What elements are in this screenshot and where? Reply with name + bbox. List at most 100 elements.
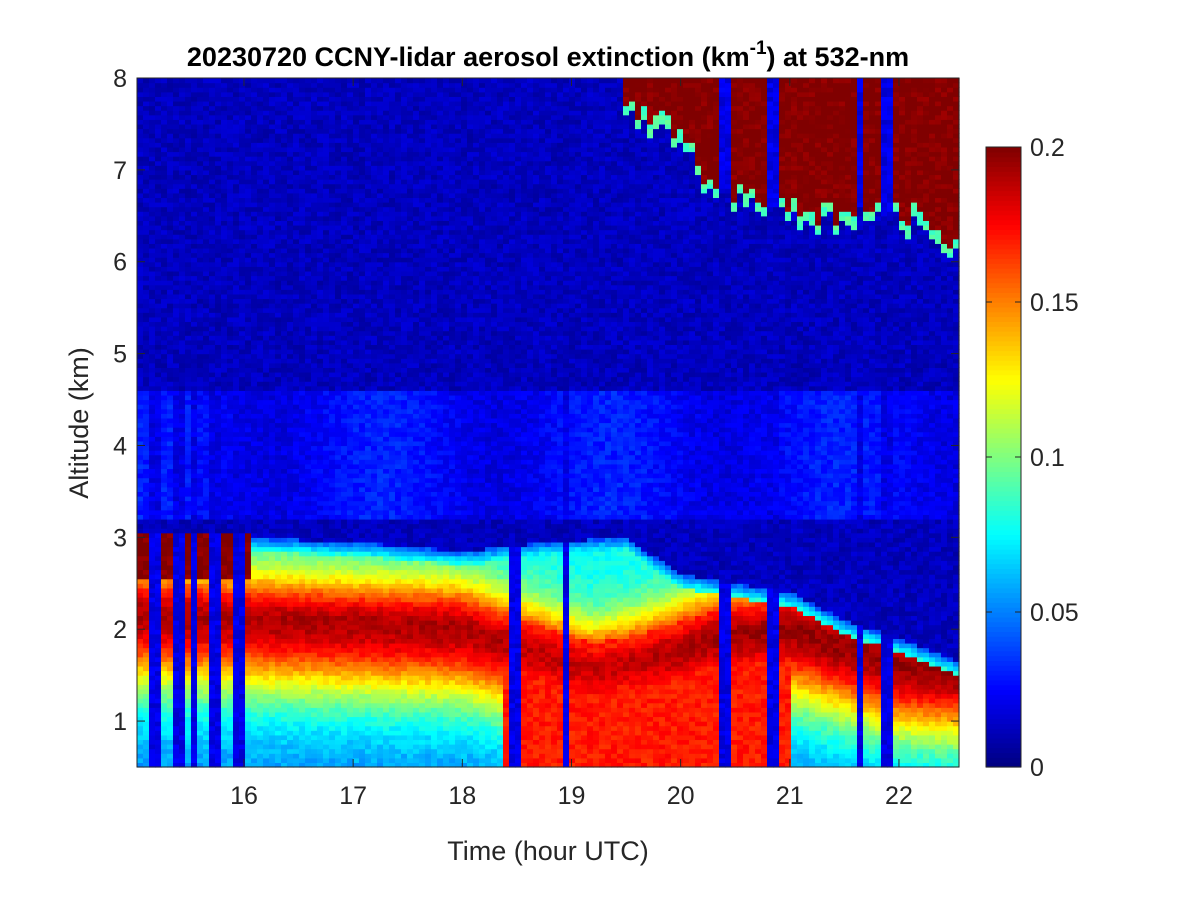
heatmap-cell: [329, 505, 336, 511]
heatmap-cell: [329, 555, 336, 561]
heatmap-cell: [161, 454, 168, 460]
heatmap-cell: [197, 620, 204, 626]
heatmap-cell: [245, 128, 252, 134]
heatmap-cell: [299, 367, 306, 373]
heatmap-cell: [323, 601, 330, 607]
heatmap-cell: [287, 188, 294, 194]
heatmap-cell: [317, 734, 324, 741]
heatmap-cell: [203, 376, 210, 382]
heatmap-cell: [281, 280, 288, 286]
heatmap-cell: [179, 257, 186, 263]
heatmap-cell: [203, 707, 210, 713]
heatmap-cell: [221, 394, 228, 401]
heatmap-cell: [203, 408, 210, 414]
heatmap-cell: [161, 160, 168, 166]
heatmap-cell: [329, 716, 336, 722]
heatmap-cell: [167, 275, 174, 281]
heatmap-cell: [161, 156, 168, 162]
heatmap-cell: [251, 606, 258, 612]
heatmap-cell: [179, 289, 186, 295]
heatmap-cell: [281, 624, 288, 630]
heatmap-cell: [191, 564, 198, 571]
heatmap-cell: [191, 362, 198, 368]
heatmap-cell: [239, 661, 246, 667]
heatmap-cell: [257, 505, 264, 511]
heatmap-cell: [149, 422, 156, 428]
heatmap-cell: [233, 78, 240, 84]
heatmap-cell: [149, 224, 156, 231]
heatmap-cell: [161, 78, 168, 84]
heatmap-cell: [215, 385, 222, 391]
heatmap-cell: [227, 234, 234, 240]
heatmap-cell: [209, 578, 216, 584]
heatmap-cell: [197, 597, 204, 603]
heatmap-cell: [203, 463, 210, 470]
heatmap-cell: [149, 532, 156, 538]
heatmap-cell: [191, 509, 198, 515]
heatmap-cell: [317, 620, 324, 626]
heatmap-cell: [317, 436, 324, 442]
heatmap-cell: [239, 289, 246, 295]
heatmap-cell: [335, 606, 342, 612]
heatmap-cell: [317, 215, 324, 221]
heatmap-cell: [329, 537, 336, 543]
heatmap-cell: [185, 615, 192, 621]
heatmap-cell: [275, 707, 282, 713]
heatmap-cell: [215, 753, 222, 759]
heatmap-cell: [275, 670, 282, 676]
heatmap-cell: [251, 220, 258, 226]
heatmap-cell: [293, 564, 300, 571]
heatmap-cell: [149, 270, 156, 277]
heatmap-cell: [143, 105, 150, 111]
heatmap-cell: [161, 473, 168, 479]
heatmap-cell: [221, 744, 228, 750]
heatmap-cell: [239, 537, 246, 543]
heatmap-cell: [305, 353, 312, 359]
heatmap-cell: [287, 376, 294, 382]
heatmap-cell: [299, 349, 306, 355]
heatmap-cell: [203, 555, 210, 561]
heatmap-cell: [311, 82, 318, 88]
heatmap-cell: [251, 394, 258, 401]
heatmap-cell: [155, 569, 162, 575]
heatmap-cell: [287, 431, 294, 437]
heatmap-cell: [251, 739, 258, 745]
heatmap-cell: [167, 371, 174, 378]
heatmap-cell: [149, 202, 156, 208]
heatmap-cell: [239, 247, 246, 254]
heatmap-cell: [203, 252, 210, 258]
heatmap-cell: [155, 87, 162, 93]
heatmap-cell: [179, 436, 186, 442]
heatmap-cell: [173, 192, 180, 199]
heatmap-cell: [197, 87, 204, 93]
heatmap-cell: [299, 408, 306, 414]
heatmap-cell: [167, 128, 174, 134]
heatmap-cell: [155, 495, 162, 502]
heatmap-cell: [203, 445, 210, 451]
heatmap-cell: [185, 224, 192, 231]
heatmap-cell: [221, 100, 228, 107]
heatmap-cell: [239, 725, 246, 731]
heatmap-cell: [293, 275, 300, 281]
heatmap-cell: [155, 257, 162, 263]
heatmap-cell: [143, 578, 150, 584]
heatmap-cell: [335, 638, 342, 644]
heatmap-cell: [323, 528, 330, 534]
heatmap-cell: [239, 183, 246, 189]
heatmap-cell: [275, 427, 282, 433]
heatmap-cell: [203, 394, 210, 401]
heatmap-cell: [155, 620, 162, 626]
heatmap-cell: [239, 610, 246, 617]
heatmap-cell: [143, 482, 150, 488]
heatmap-cell: [227, 652, 234, 658]
heatmap-cell: [173, 197, 180, 203]
heatmap-cell: [317, 587, 324, 594]
heatmap-cell: [203, 156, 210, 162]
heatmap-cell: [299, 638, 306, 644]
heatmap-cell: [179, 574, 186, 580]
heatmap-cell: [221, 564, 228, 571]
heatmap-cell: [251, 404, 258, 410]
heatmap-cell: [299, 477, 306, 483]
heatmap-cell: [215, 215, 222, 221]
heatmap-cell: [239, 473, 246, 479]
